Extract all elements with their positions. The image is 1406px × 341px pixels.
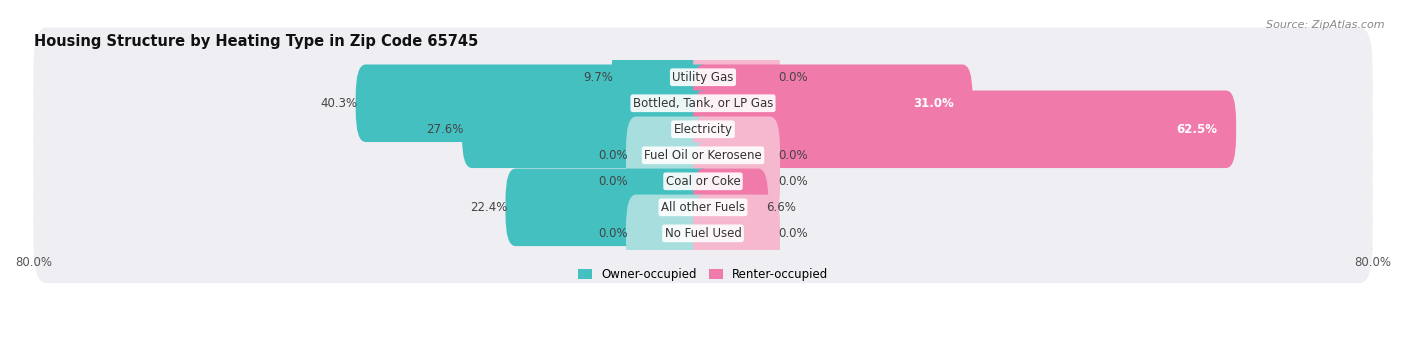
Text: 22.4%: 22.4%: [470, 201, 508, 214]
Text: Fuel Oil or Kerosene: Fuel Oil or Kerosene: [644, 149, 762, 162]
FancyBboxPatch shape: [693, 168, 768, 246]
Text: 0.0%: 0.0%: [779, 71, 808, 84]
Text: 0.0%: 0.0%: [598, 227, 627, 240]
Legend: Owner-occupied, Renter-occupied: Owner-occupied, Renter-occupied: [572, 264, 834, 286]
FancyBboxPatch shape: [693, 90, 1236, 168]
FancyBboxPatch shape: [34, 79, 1372, 179]
Text: Coal or Coke: Coal or Coke: [665, 175, 741, 188]
FancyBboxPatch shape: [34, 132, 1372, 231]
Text: 27.6%: 27.6%: [426, 123, 464, 136]
Text: 6.6%: 6.6%: [766, 201, 796, 214]
Text: All other Fuels: All other Fuels: [661, 201, 745, 214]
Text: Source: ZipAtlas.com: Source: ZipAtlas.com: [1267, 20, 1385, 30]
Text: No Fuel Used: No Fuel Used: [665, 227, 741, 240]
Text: Electricity: Electricity: [673, 123, 733, 136]
FancyBboxPatch shape: [506, 168, 713, 246]
Text: Housing Structure by Heating Type in Zip Code 65745: Housing Structure by Heating Type in Zip…: [34, 34, 478, 49]
FancyBboxPatch shape: [34, 28, 1372, 127]
Text: Bottled, Tank, or LP Gas: Bottled, Tank, or LP Gas: [633, 97, 773, 110]
FancyBboxPatch shape: [626, 117, 713, 194]
FancyBboxPatch shape: [693, 195, 780, 272]
FancyBboxPatch shape: [626, 143, 713, 220]
Text: 0.0%: 0.0%: [779, 149, 808, 162]
Text: 62.5%: 62.5%: [1177, 123, 1218, 136]
FancyBboxPatch shape: [34, 106, 1372, 205]
FancyBboxPatch shape: [34, 54, 1372, 153]
FancyBboxPatch shape: [612, 39, 713, 116]
Text: 0.0%: 0.0%: [779, 175, 808, 188]
Text: 0.0%: 0.0%: [598, 149, 627, 162]
FancyBboxPatch shape: [626, 195, 713, 272]
Text: 0.0%: 0.0%: [598, 175, 627, 188]
FancyBboxPatch shape: [34, 158, 1372, 257]
Text: 31.0%: 31.0%: [914, 97, 955, 110]
Text: 0.0%: 0.0%: [779, 227, 808, 240]
FancyBboxPatch shape: [693, 64, 973, 142]
FancyBboxPatch shape: [693, 143, 780, 220]
FancyBboxPatch shape: [356, 64, 713, 142]
FancyBboxPatch shape: [463, 90, 713, 168]
FancyBboxPatch shape: [693, 39, 780, 116]
Text: Utility Gas: Utility Gas: [672, 71, 734, 84]
FancyBboxPatch shape: [693, 117, 780, 194]
FancyBboxPatch shape: [34, 184, 1372, 283]
Text: 40.3%: 40.3%: [321, 97, 357, 110]
Text: 9.7%: 9.7%: [583, 71, 613, 84]
